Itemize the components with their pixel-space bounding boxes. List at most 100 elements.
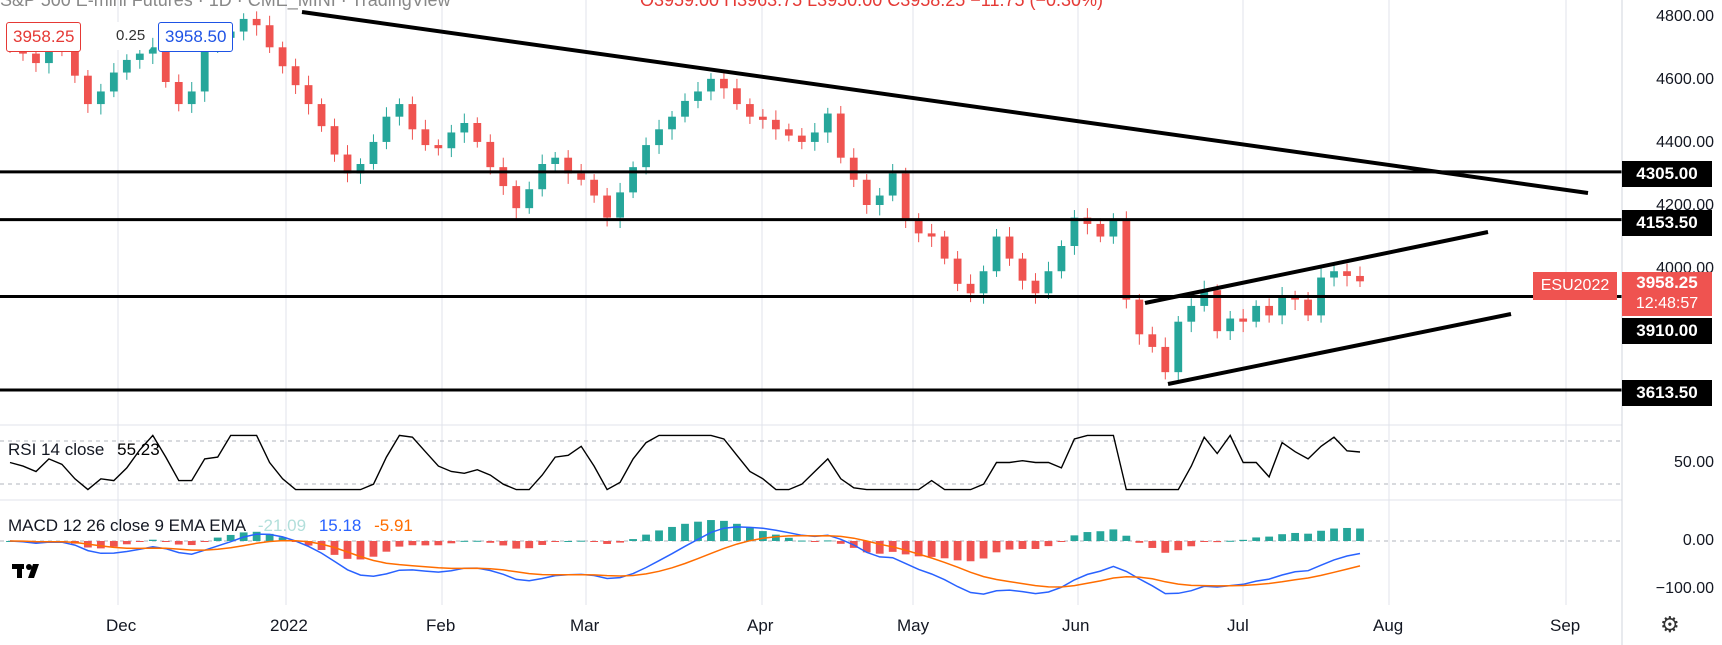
candle-body bbox=[1278, 296, 1287, 316]
macd-histogram-bar bbox=[771, 534, 780, 541]
candle-body bbox=[746, 104, 754, 117]
macd-histogram-bar bbox=[577, 540, 586, 542]
rsi-legend-value: 55.23 bbox=[117, 440, 160, 459]
macd-histogram-bar bbox=[862, 541, 871, 553]
candle-body bbox=[849, 157, 858, 180]
macd-histogram-bar bbox=[1330, 528, 1338, 541]
time-axis-label: Dec bbox=[106, 616, 137, 635]
candle-body bbox=[45, 41, 53, 64]
candle-body bbox=[525, 189, 534, 209]
candle-body bbox=[953, 258, 962, 284]
candle-body bbox=[810, 132, 819, 142]
price-axis-label: 4200.00 bbox=[1656, 197, 1714, 214]
candle-body bbox=[200, 47, 209, 92]
price-axis-label: 4800.00 bbox=[1656, 8, 1714, 25]
macd-histogram-bar bbox=[395, 541, 404, 547]
macd-histogram-bar bbox=[564, 540, 573, 542]
macd-histogram-bar bbox=[1109, 529, 1118, 541]
candle-body bbox=[343, 154, 352, 174]
candle-body bbox=[655, 129, 663, 146]
macd-histogram-bar bbox=[382, 541, 391, 552]
candle-body bbox=[499, 167, 508, 187]
macd-histogram-bar bbox=[1057, 541, 1066, 542]
macd-histogram-bar bbox=[1213, 541, 1222, 543]
ask-price-button[interactable]: 3958.50 bbox=[158, 22, 234, 52]
candle-body bbox=[1187, 305, 1196, 322]
candle-body bbox=[1200, 290, 1209, 306]
macd-legend[interactable]: MACD 12 26 close 9 EMA EMA -21.09 15.18 … bbox=[8, 516, 413, 536]
level-tag-3910[interactable]: 3910.00 bbox=[1622, 318, 1712, 344]
macd-histogram-bar bbox=[733, 523, 741, 541]
candle-body bbox=[771, 119, 780, 130]
bid-price-button[interactable]: 3958.25 bbox=[6, 22, 82, 52]
macd-histogram-bar bbox=[966, 541, 975, 562]
macd-histogram-bar bbox=[940, 541, 949, 559]
macd-histogram-bar bbox=[1096, 531, 1105, 541]
candle-body bbox=[1057, 246, 1066, 272]
macd-histogram-bar bbox=[1005, 541, 1014, 550]
macd-histogram-bar bbox=[1317, 530, 1325, 541]
symbol-tag[interactable]: ESU2022 bbox=[1533, 272, 1617, 300]
macd-histogram-bar bbox=[590, 541, 599, 542]
macd-histogram-bar bbox=[122, 541, 131, 545]
candle-body bbox=[1018, 258, 1027, 281]
candle-body bbox=[32, 53, 40, 64]
channel-upper-line[interactable] bbox=[1144, 230, 1489, 305]
macd-histogram-bar bbox=[304, 541, 313, 546]
candle-body bbox=[317, 104, 326, 127]
level-tag-4305[interactable]: 4305.00 bbox=[1622, 161, 1712, 187]
candle-body bbox=[590, 179, 599, 196]
macd-histogram-bar bbox=[525, 541, 534, 549]
candle-body bbox=[629, 167, 637, 193]
macd-histogram-bar bbox=[1148, 541, 1157, 548]
trend-lines bbox=[301, 10, 1589, 386]
time-axis-label: Jun bbox=[1062, 616, 1090, 635]
candle-body bbox=[174, 82, 183, 105]
macd-axis-label: −100.00 bbox=[1655, 580, 1714, 597]
macd-histogram-bar bbox=[278, 537, 287, 541]
time-axis-label: Aug bbox=[1373, 616, 1404, 635]
grid-lines bbox=[117, 0, 1567, 605]
price-axis-label: 4400.00 bbox=[1656, 134, 1714, 151]
macd-histogram-bar bbox=[1018, 541, 1027, 549]
macd-axis-label: 0.00 bbox=[1682, 532, 1714, 549]
macd-histogram-bar bbox=[642, 534, 650, 541]
macd-histogram-bar bbox=[720, 520, 728, 541]
macd-histogram-bar bbox=[746, 527, 754, 541]
macd-histogram-bar bbox=[135, 541, 144, 542]
macd-histogram-bar bbox=[421, 541, 430, 546]
candle-body bbox=[161, 47, 170, 82]
macd-histogram-bar bbox=[356, 541, 365, 560]
descending-trendline[interactable] bbox=[301, 10, 1589, 195]
candle-body bbox=[122, 59, 131, 73]
rsi-legend[interactable]: RSI 14 close 55.23 bbox=[8, 440, 160, 460]
macd-histogram-bar bbox=[1135, 541, 1144, 543]
candle-body bbox=[1356, 275, 1364, 282]
level-tag-4153[interactable]: 4153.50 bbox=[1622, 210, 1712, 236]
candle-body bbox=[642, 145, 650, 168]
candle-body bbox=[1265, 305, 1274, 316]
last-price-tag[interactable]: 3958.25 12:48:57 bbox=[1622, 272, 1712, 316]
macd-histogram-bar bbox=[1252, 537, 1261, 541]
candle-body bbox=[538, 164, 547, 190]
candle-body bbox=[616, 192, 624, 218]
macd-histogram-bar bbox=[1200, 541, 1209, 542]
candle-body bbox=[862, 179, 871, 205]
channel-lower-line[interactable] bbox=[1167, 312, 1512, 386]
macd-histogram-bar bbox=[914, 541, 923, 557]
tradingview-logo-icon[interactable] bbox=[12, 560, 46, 582]
candle-body bbox=[395, 104, 404, 117]
gear-icon[interactable]: ⚙ bbox=[1660, 612, 1680, 637]
macd-histogram-bar bbox=[499, 541, 508, 546]
candle-body bbox=[460, 123, 469, 133]
time-axis-label: Mar bbox=[570, 616, 600, 635]
macd-histogram-bar bbox=[992, 541, 1001, 553]
macd-histogram-bar bbox=[758, 531, 767, 541]
candle-body bbox=[694, 91, 702, 101]
macd-histogram-bar bbox=[1343, 527, 1351, 541]
level-tag-3613[interactable]: 3613.50 bbox=[1622, 380, 1712, 406]
macd-histogram-bar bbox=[174, 541, 183, 545]
candle-body bbox=[784, 129, 793, 136]
macd-histogram-bar bbox=[343, 541, 352, 559]
